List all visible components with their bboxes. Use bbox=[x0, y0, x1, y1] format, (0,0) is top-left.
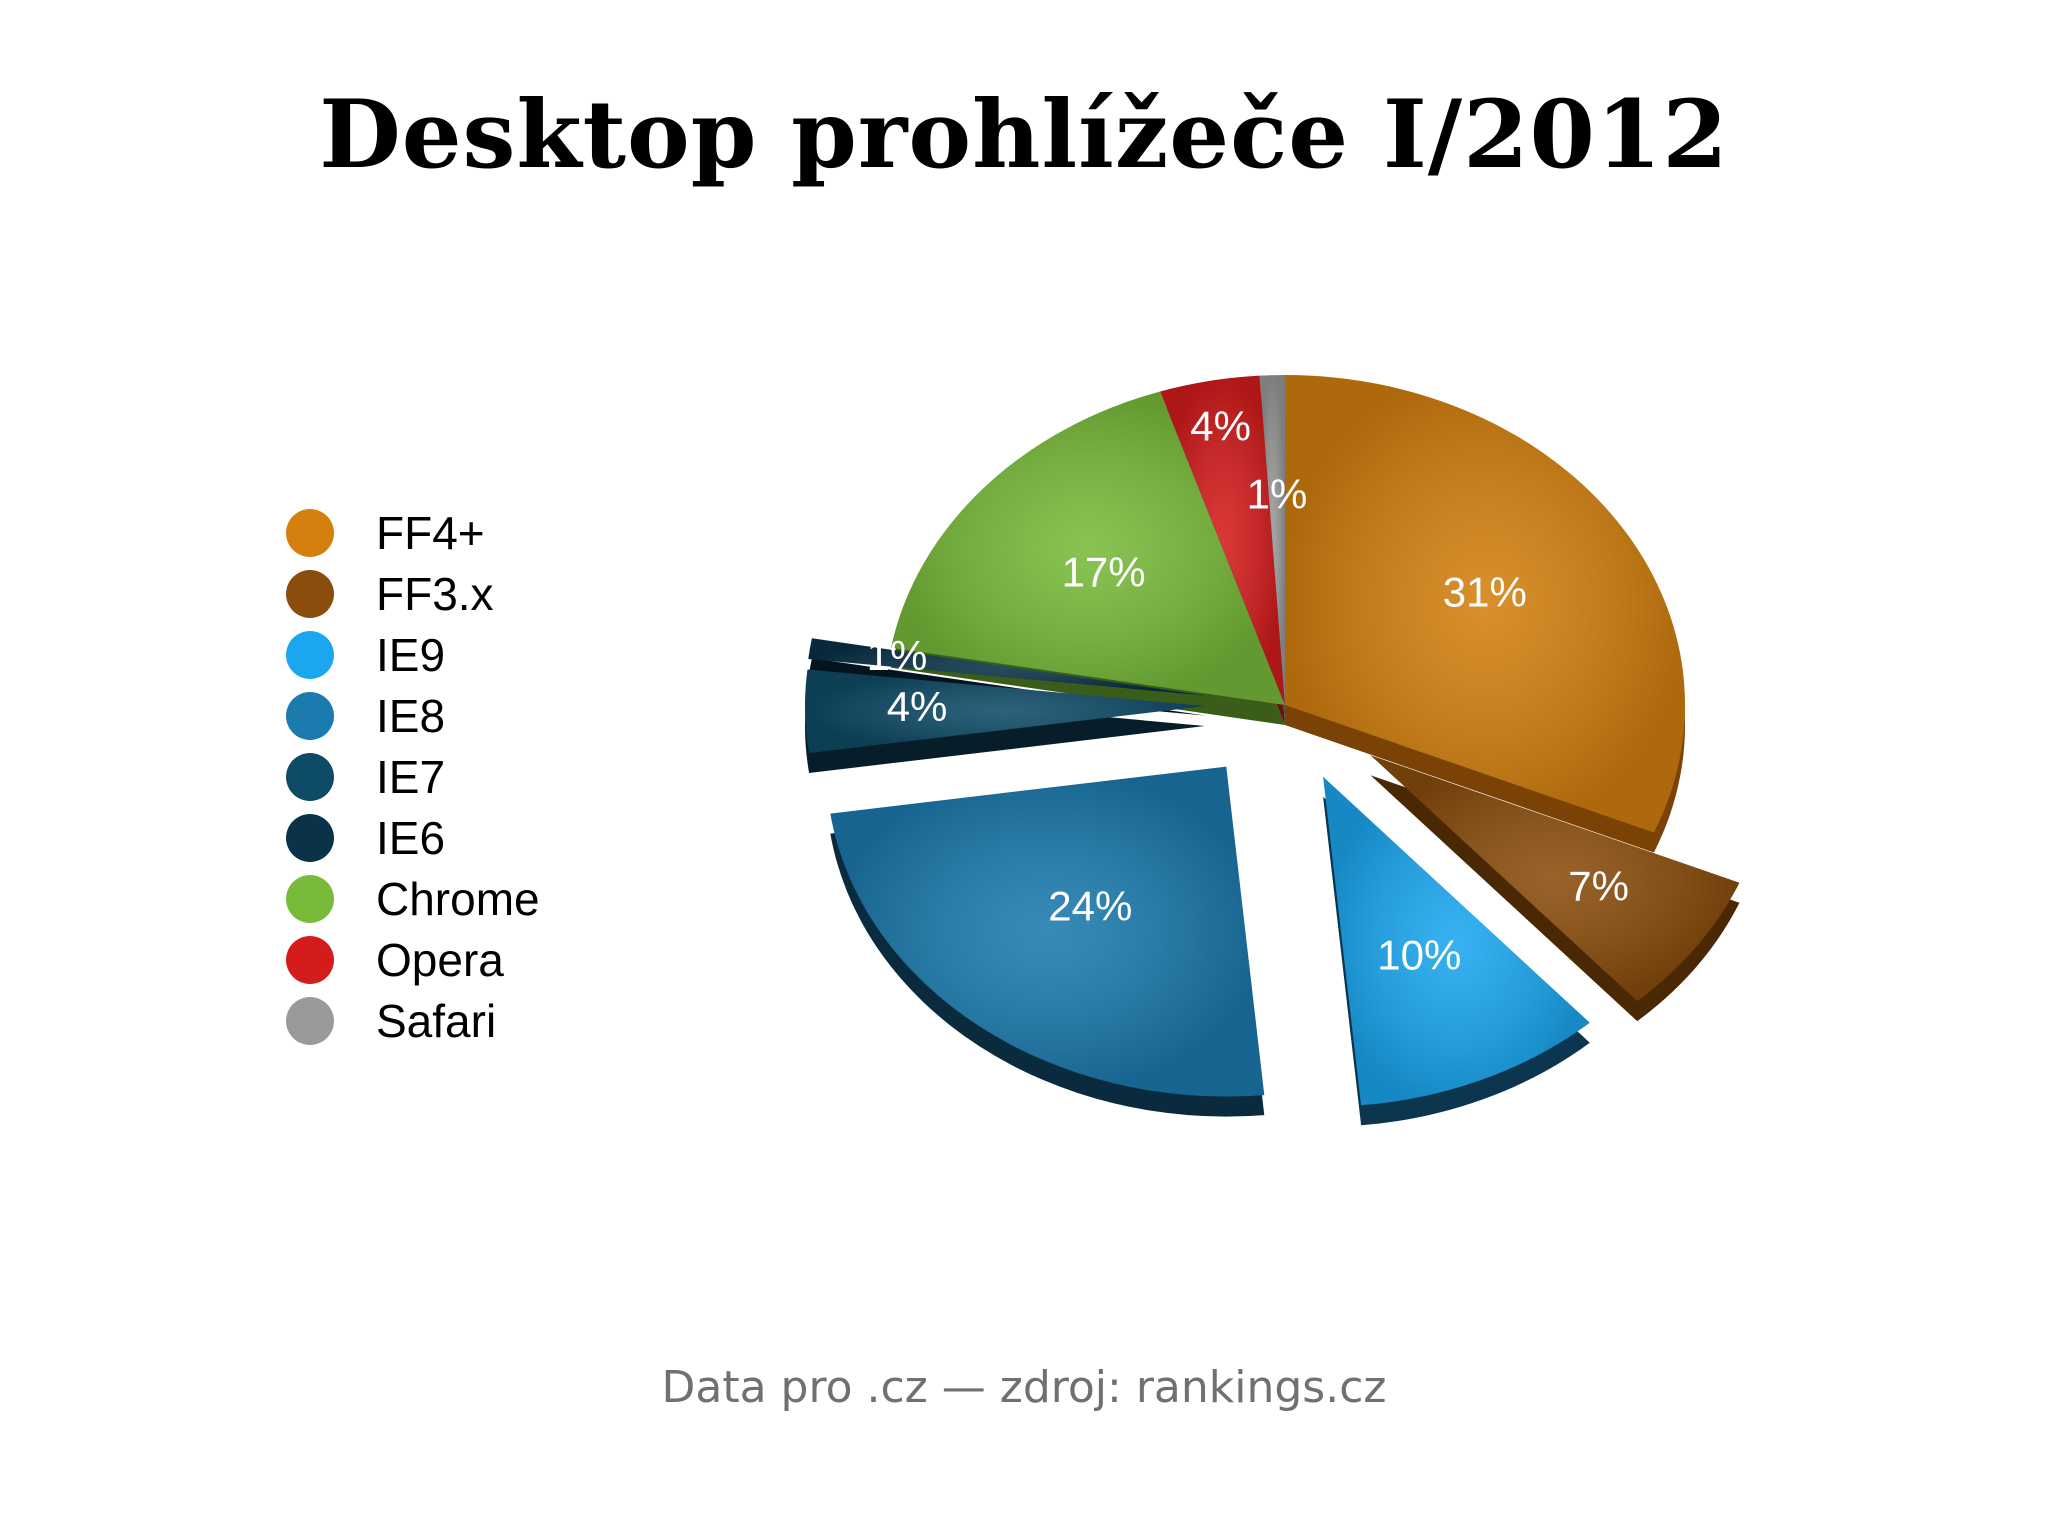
legend-item: IE6 bbox=[286, 807, 540, 868]
legend-item: FF4+ bbox=[286, 502, 540, 563]
legend-item: FF3.x bbox=[286, 563, 540, 624]
legend-swatch bbox=[286, 569, 334, 618]
pie-slice-shading bbox=[891, 391, 1285, 705]
pie-slice-shading bbox=[805, 669, 1206, 754]
chart-title: Desktop prohlížeče I/2012 bbox=[319, 80, 1729, 190]
slice-label: 24% bbox=[1048, 882, 1132, 929]
slice-label: 7% bbox=[1568, 862, 1629, 909]
pie-slice-shading bbox=[1160, 375, 1285, 705]
legend-label: IE6 bbox=[376, 811, 446, 864]
slice-label: 17% bbox=[1062, 548, 1146, 595]
legend-swatch bbox=[286, 813, 334, 862]
legend: FF4+ FF3.x IE9 IE8 IE7 IE6 Chrome Opera Safari bbox=[286, 502, 540, 1051]
legend-label: Chrome bbox=[376, 872, 540, 925]
legend-label: Safari bbox=[376, 994, 497, 1047]
legend-swatch bbox=[286, 508, 334, 557]
legend-item: IE8 bbox=[286, 685, 540, 746]
pie-slice-shading bbox=[1323, 776, 1590, 1106]
pie-slice-shading bbox=[830, 766, 1265, 1097]
legend-label: FF4+ bbox=[376, 506, 485, 559]
pie-slice-shading bbox=[1285, 375, 1685, 833]
slice-label: 31% bbox=[1443, 568, 1527, 615]
slice-label: 1% bbox=[1247, 470, 1308, 517]
pie-slice-shading bbox=[808, 638, 1206, 696]
legend-item: IE7 bbox=[286, 746, 540, 807]
legend-swatch bbox=[286, 935, 334, 984]
legend-item: Chrome bbox=[286, 868, 540, 929]
pie-slice-shading bbox=[1259, 375, 1285, 705]
legend-label: IE7 bbox=[376, 750, 446, 803]
legend-swatch bbox=[286, 874, 334, 923]
legend-swatch bbox=[286, 752, 334, 801]
legend-label: IE9 bbox=[376, 628, 446, 681]
legend-label: IE8 bbox=[376, 689, 446, 742]
legend-item: Safari bbox=[286, 990, 540, 1051]
slice-label: 10% bbox=[1377, 931, 1461, 978]
legend-item: IE9 bbox=[286, 624, 540, 685]
pie-slice-shading bbox=[1370, 755, 1740, 1002]
legend-label: FF3.x bbox=[376, 567, 494, 620]
slice-label: 4% bbox=[1190, 403, 1251, 450]
legend-item: Opera bbox=[286, 929, 540, 990]
legend-swatch bbox=[286, 996, 334, 1045]
legend-swatch bbox=[286, 691, 334, 740]
source-note: Data pro .cz — zdroj: rankings.cz bbox=[661, 1362, 1387, 1413]
legend-swatch bbox=[286, 630, 334, 679]
slice-label: 4% bbox=[887, 683, 948, 730]
legend-label: Opera bbox=[376, 933, 504, 986]
slice-label: 1% bbox=[867, 632, 928, 679]
